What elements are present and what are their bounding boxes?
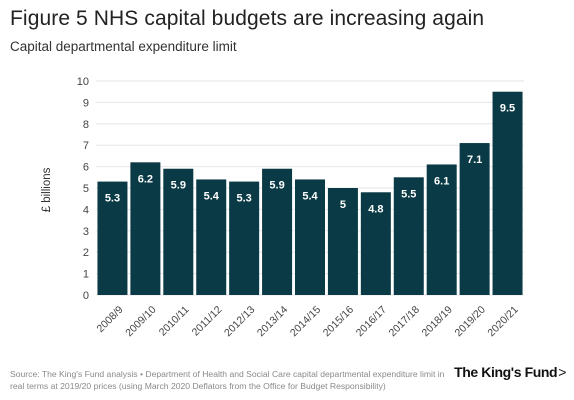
bar-2014-15 (295, 179, 325, 295)
x-tick-label: 2017/18 (387, 304, 422, 339)
y-axis-label: £ billions (41, 167, 53, 212)
bar-value-label: 5.4 (204, 190, 220, 202)
x-tick-label: 2010/11 (157, 304, 192, 339)
y-tick-label: 0 (83, 290, 89, 302)
x-tick-label: 2019/20 (452, 304, 487, 339)
bar-2015-16 (327, 188, 358, 295)
bar-value-label: 5 (340, 199, 346, 211)
y-tick-label: 10 (77, 76, 89, 88)
chart-title: Figure 5 NHS capital budgets are increas… (10, 7, 485, 30)
chevron-right-icon: > (558, 364, 566, 380)
x-tick-label: 2011/12 (190, 304, 225, 339)
y-tick-label: 8 (83, 119, 89, 131)
x-tick-label: 2008/9 (94, 304, 125, 335)
bar-2012-13 (229, 181, 260, 295)
x-tick-label: 2018/19 (420, 304, 455, 339)
y-tick-label: 6 (83, 162, 89, 174)
bar-value-label: 9.5 (500, 103, 515, 115)
bar-2013-14 (262, 168, 293, 295)
y-tick-label: 1 (83, 269, 89, 281)
bar-2017-18 (393, 177, 424, 295)
bar-2009-10 (130, 162, 161, 295)
x-tick-label: 2015/16 (321, 304, 356, 339)
bar-2019-20 (459, 143, 490, 295)
bar-value-label: 5.3 (237, 193, 252, 205)
y-tick-label: 7 (83, 140, 89, 152)
kings-fund-logo: The King's Fund> (454, 364, 566, 380)
bar-value-label: 6.1 (434, 175, 449, 187)
bar-2016-17 (360, 192, 391, 295)
bar-value-label: 5.5 (401, 188, 416, 200)
bar-2020-21 (492, 91, 523, 295)
y-tick-label: 3 (83, 226, 89, 238)
bar-value-label: 5.9 (269, 180, 284, 192)
logo-text: The King's Fund (454, 364, 558, 380)
bar-2008-9 (97, 181, 128, 295)
x-tick-label: 2016/17 (354, 304, 389, 339)
bar-value-label: 6.2 (138, 173, 153, 185)
y-tick-label: 5 (83, 183, 89, 195)
source-note: Source: The King's Fund analysis • Depar… (10, 369, 445, 391)
y-tick-label: 4 (83, 204, 89, 216)
y-axis-ticks: 0 1 2 3 4 5 6 7 8 9 10 (77, 76, 89, 302)
x-tick-label: 2009/10 (123, 304, 158, 339)
chart-subtitle: Capital departmental expenditure limit (10, 39, 237, 54)
x-tick-label: 2014/15 (288, 304, 323, 339)
bar-value-label: 5.4 (302, 190, 318, 202)
bar-value-label: 7.1 (467, 154, 482, 166)
x-axis-ticks: 2008/92009/102010/112011/122012/132013/1… (94, 304, 520, 339)
bar-value-label: 5.3 (105, 193, 120, 205)
x-tick-label: 2013/14 (255, 304, 290, 339)
bar-value-label: 5.9 (171, 180, 186, 192)
bar-2010-11 (163, 168, 194, 295)
bars: 5.3 6.2 5.9 5.4 5.3 5.9 5.4 5 4.8 5.5 6.1 7.1 9.5 (97, 91, 523, 295)
bar-2011-12 (196, 179, 227, 295)
x-tick-label: 2020/21 (485, 304, 520, 339)
bar-value-label: 4.8 (368, 203, 383, 215)
y-tick-label: 9 (83, 97, 89, 109)
x-tick-label: 2012/13 (222, 304, 257, 339)
bar-2018-19 (426, 164, 457, 295)
y-tick-label: 2 (83, 247, 89, 259)
